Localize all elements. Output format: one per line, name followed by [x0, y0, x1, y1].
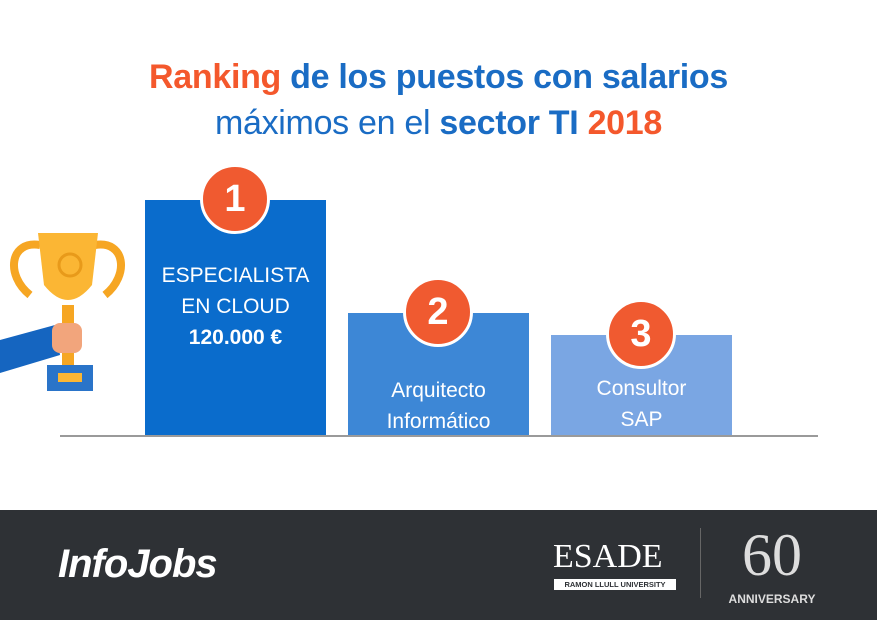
- bar-label: Arquitecto: [391, 379, 486, 402]
- esade-subtitle: RAMON LLULL UNIVERSITY: [554, 579, 676, 590]
- bar-rank-2: 2 Arquitecto Informático 98.000 €: [348, 277, 529, 464]
- rank-badge: 1: [200, 164, 270, 234]
- title-accent: Ranking: [149, 58, 282, 96]
- bar-label: Informático: [386, 410, 491, 433]
- baseline: [60, 435, 818, 437]
- footer: InfoJobs ESADE RAMON LLULL UNIVERSITY 60…: [0, 510, 877, 620]
- bar-value-label: 98.000 €: [397, 441, 480, 464]
- bar-rank-1: 1 ESPECIALISTA EN CLOUD 120.000 €: [145, 164, 326, 436]
- title-text: sector TI: [439, 104, 579, 142]
- bar-rank-3: 3 Consultor SAP 92.160 €: [551, 299, 732, 462]
- title-year: 2018: [578, 104, 663, 142]
- trophy-in-hand-icon: [0, 233, 125, 391]
- title-line-2: máximos en el sector TI 2018: [0, 104, 877, 143]
- rank-badge: 3: [606, 299, 676, 369]
- anniversary-number: 60: [742, 522, 802, 588]
- infojobs-logo: InfoJobs: [58, 542, 218, 586]
- esade-logo: ESADE: [553, 538, 663, 575]
- bar-label: EN CLOUD: [181, 295, 290, 318]
- title-text: máximos en el: [214, 104, 440, 142]
- title-line-1: Ranking de los puestos con salarios: [0, 58, 877, 97]
- bar-label: ESPECIALISTA: [161, 264, 310, 287]
- rank-badge: 2: [403, 277, 473, 347]
- bar-value-label: 120.000 €: [188, 326, 283, 349]
- divider: [700, 528, 701, 598]
- bar-label: Consultor: [596, 377, 687, 400]
- bar-label: SAP: [620, 408, 663, 431]
- title-text: de los puestos con salarios: [281, 58, 728, 96]
- bar-value-label: 92.160 €: [600, 439, 683, 462]
- anniversary-label: ANNIVERSARY: [728, 592, 816, 606]
